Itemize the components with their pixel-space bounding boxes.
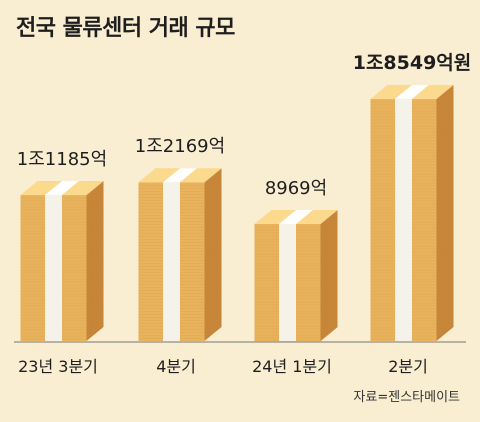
value-label: 8969억 <box>265 178 327 199</box>
category-label: 23년 3분기 <box>18 357 98 376</box>
bar-4: 1조8549억원 2분기 <box>353 52 472 376</box>
bar-3: 8969억 24년 1분기 <box>252 178 338 376</box>
value-label: 1조1185억 <box>17 149 107 170</box>
paper-band <box>395 98 412 341</box>
category-label: 24년 1분기 <box>252 357 332 376</box>
value-label: 1조8549억원 <box>353 52 472 74</box>
source-note: 자료=젠스타메이트 <box>353 390 460 405</box>
paper-band-top <box>163 168 197 183</box>
chart-title: 전국 물류센터 거래 규모 <box>16 16 235 41</box>
paper-band <box>279 223 296 341</box>
bar-side <box>320 209 338 341</box>
paper-band-top <box>45 181 79 196</box>
paper-band <box>45 195 62 341</box>
bar-2: 1조2169억 4분기 <box>135 136 225 376</box>
bar-side <box>436 84 454 341</box>
paper-band-top <box>279 209 313 224</box>
paper-band <box>163 182 180 341</box>
category-label: 2분기 <box>388 357 428 376</box>
bar-side <box>86 181 104 341</box>
paper-band-top <box>395 84 429 99</box>
value-label: 1조2169억 <box>135 136 225 157</box>
category-label: 4분기 <box>156 357 196 376</box>
bar-1: 1조1185억 23년 3분기 <box>17 149 107 376</box>
